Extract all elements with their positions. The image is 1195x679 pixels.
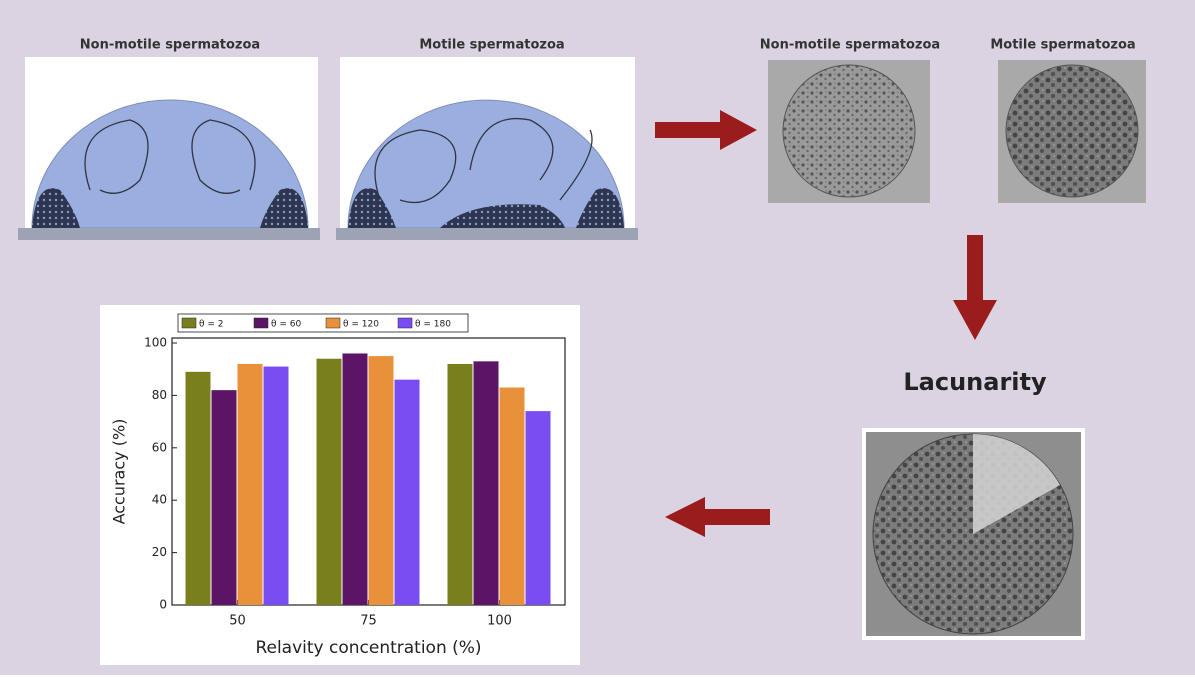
bar <box>369 356 394 605</box>
panel-label: Non-motile spermatozoa <box>80 38 260 53</box>
bar <box>448 364 473 605</box>
y-tick-label: 20 <box>152 545 167 559</box>
lacunarity-label: Lacunarity <box>903 368 1047 396</box>
page: Non-motile spermatozoa Motile spermatozo… <box>0 0 1195 675</box>
y-tick-label: 60 <box>152 440 167 454</box>
panel-label: Motile spermatozoa <box>419 38 564 53</box>
y-tick-label: 40 <box>152 493 167 507</box>
bar <box>317 359 342 605</box>
micrograph <box>998 60 1146 203</box>
legend-label: θ = 120 <box>343 320 379 330</box>
y-tick-label: 100 <box>144 336 167 350</box>
bar <box>395 380 420 605</box>
legend-swatch <box>398 318 412 328</box>
bar <box>212 390 237 605</box>
dome-panel <box>336 57 638 240</box>
legend-label: θ = 180 <box>415 320 451 330</box>
legend-swatch <box>182 318 196 328</box>
image-label: Motile spermatozoa <box>990 38 1135 53</box>
y-axis-title: Accuracy (%) <box>110 419 129 525</box>
bar <box>474 361 499 605</box>
y-tick-label: 80 <box>152 388 167 402</box>
x-tick-label: 75 <box>360 614 377 629</box>
micrograph <box>768 60 930 203</box>
bar <box>500 388 525 605</box>
x-axis-title: Relavity concentration (%) <box>255 638 481 658</box>
bar <box>343 353 368 605</box>
legend-swatch <box>254 318 268 328</box>
y-tick-label: 0 <box>159 598 167 612</box>
dome-panel <box>18 57 320 240</box>
legend-label: θ = 2 <box>199 320 224 330</box>
legend-label: θ = 60 <box>271 320 301 330</box>
bar <box>526 411 551 605</box>
x-tick-label: 100 <box>487 614 512 629</box>
bar <box>264 367 289 605</box>
bar <box>186 372 211 605</box>
legend-swatch <box>326 318 340 328</box>
lacunarity-image <box>862 428 1085 640</box>
x-tick-label: 50 <box>229 614 246 629</box>
bar <box>238 364 263 605</box>
image-label: Non-motile spermatozoa <box>760 38 940 53</box>
